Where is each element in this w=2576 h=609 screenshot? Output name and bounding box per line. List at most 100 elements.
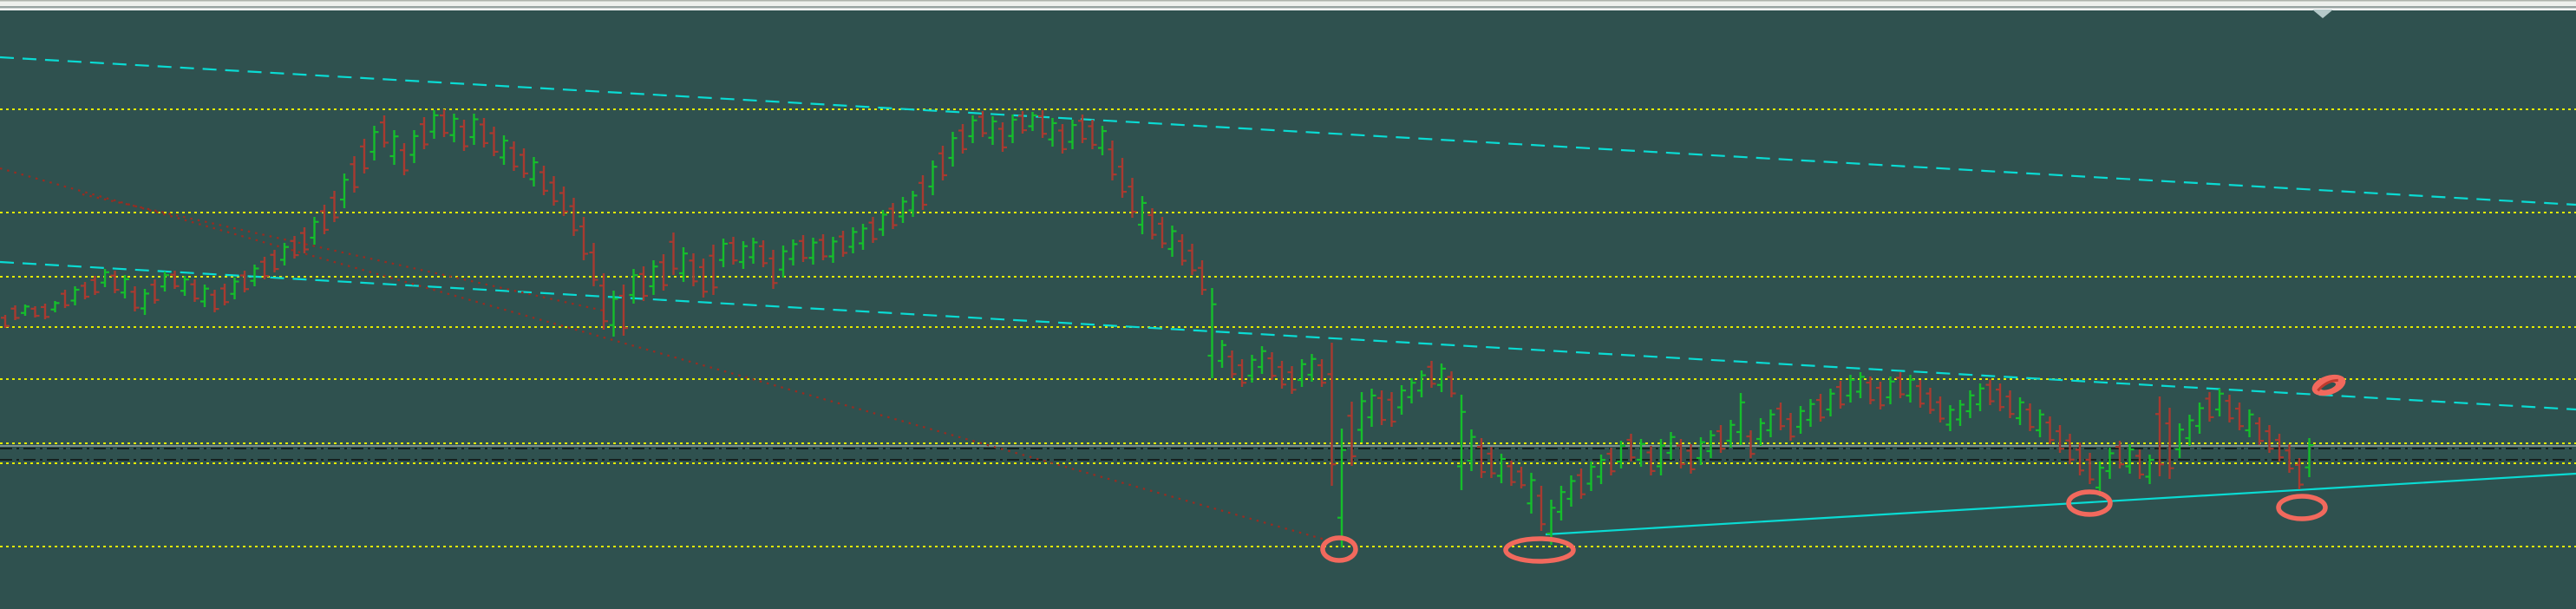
- upper-descending-trendline[interactable]: [0, 56, 2576, 206]
- down-bar: [2295, 458, 2304, 489]
- up-bar: [141, 289, 149, 315]
- up-bar: [1557, 486, 1566, 521]
- up-bar: [1048, 118, 1057, 147]
- down-bar: [30, 306, 40, 318]
- scribble-blob[interactable]: [2310, 370, 2349, 399]
- down-bar: [1147, 208, 1157, 239]
- down-bar: [868, 217, 878, 243]
- up-bar: [739, 241, 748, 269]
- shift-triangle-icon[interactable]: [2312, 10, 2333, 18]
- annotations[interactable]: [1320, 370, 2349, 564]
- down-bar: [1118, 158, 1127, 198]
- down-bar: [1187, 244, 1197, 275]
- down-bar: [110, 271, 120, 293]
- steep-red-descending-trendline[interactable]: [0, 167, 1332, 543]
- up-bar: [609, 291, 618, 337]
- down-bar: [1347, 402, 1357, 466]
- up-bar: [1956, 400, 1965, 426]
- shallow-red-descending-trendline[interactable]: [82, 193, 608, 313]
- down-bar: [2225, 395, 2234, 422]
- up-bar: [1357, 392, 1366, 442]
- up-bar: [2245, 409, 2254, 437]
- down-bar: [559, 187, 568, 216]
- up-bar: [649, 260, 658, 295]
- low-circle-2[interactable]: [1503, 536, 1576, 564]
- up-bar: [1437, 363, 1446, 392]
- down-bar: [1267, 352, 1277, 380]
- up-bar: [859, 224, 867, 250]
- up-bar: [2095, 462, 2104, 496]
- down-bar: [1916, 380, 1925, 408]
- up-bar: [2195, 403, 2204, 434]
- ascending-support-line[interactable]: [1545, 472, 2576, 536]
- up-bar: [948, 132, 958, 167]
- down-bar: [938, 146, 947, 180]
- down-bar: [41, 304, 49, 319]
- down-bar: [1507, 461, 1516, 486]
- down-bar: [81, 282, 89, 299]
- down-bar: [1, 315, 10, 328]
- up-bar: [779, 246, 788, 278]
- up-bar: [1657, 439, 1665, 475]
- down-bar: [2275, 434, 2284, 462]
- down-bar: [1686, 444, 1696, 474]
- down-bar: [709, 245, 718, 295]
- down-bar: [300, 227, 309, 253]
- down-bar: [1936, 396, 1945, 422]
- low-circle-4[interactable]: [2276, 494, 2328, 521]
- up-bar: [180, 276, 189, 296]
- down-bar: [1477, 438, 1486, 478]
- middle-descending-trendline[interactable]: [0, 260, 2576, 411]
- up-bar: [1527, 473, 1536, 514]
- up-bar: [280, 243, 289, 265]
- down-bar: [1517, 467, 1526, 488]
- down-bar: [819, 234, 827, 260]
- down-bar: [1278, 361, 1286, 389]
- up-bar: [1726, 420, 1736, 448]
- up-bar: [848, 227, 858, 253]
- down-bar: [759, 240, 768, 267]
- up-bar: [1597, 455, 1605, 484]
- down-bar: [888, 203, 898, 229]
- down-bar: [1088, 120, 1097, 149]
- down-bar: [1985, 379, 1995, 405]
- low-circle-1[interactable]: [1320, 535, 1358, 563]
- chart-shift-marker[interactable]: [2312, 10, 2333, 18]
- down-bar: [1746, 430, 1755, 458]
- trendlines[interactable]: [0, 56, 2576, 543]
- up-bar: [121, 275, 129, 298]
- down-bar: [2056, 425, 2064, 453]
- up-bar: [1736, 393, 1745, 445]
- up-bar: [988, 116, 997, 145]
- down-bar: [2235, 403, 2244, 430]
- down-bar: [1018, 111, 1027, 134]
- down-bar: [729, 237, 738, 265]
- up-bar: [1138, 196, 1147, 234]
- down-bar: [599, 273, 608, 330]
- up-bar: [1756, 418, 1765, 446]
- up-bar: [2125, 444, 2135, 474]
- grid-levels[interactable]: [0, 108, 2576, 547]
- up-bar: [788, 239, 798, 265]
- down-bar: [639, 266, 648, 301]
- up-bar: [749, 238, 758, 264]
- up-bar: [928, 160, 938, 195]
- up-bar: [230, 278, 239, 299]
- down-bar: [1925, 388, 1935, 414]
- down-bar: [290, 236, 299, 259]
- up-bar: [1846, 375, 1855, 403]
- low-circle-3[interactable]: [2066, 489, 2113, 517]
- down-bar: [539, 166, 548, 195]
- down-bar: [260, 257, 269, 279]
- up-bar: [2105, 448, 2115, 479]
- down-bar: [1716, 425, 1725, 453]
- down-bar: [440, 109, 448, 137]
- down-bar: [659, 254, 668, 291]
- up-bar: [310, 217, 319, 245]
- up-bar: [469, 114, 479, 145]
- down-bar: [2076, 442, 2084, 475]
- down-bar: [1866, 377, 1875, 404]
- down-bar: [998, 122, 1007, 152]
